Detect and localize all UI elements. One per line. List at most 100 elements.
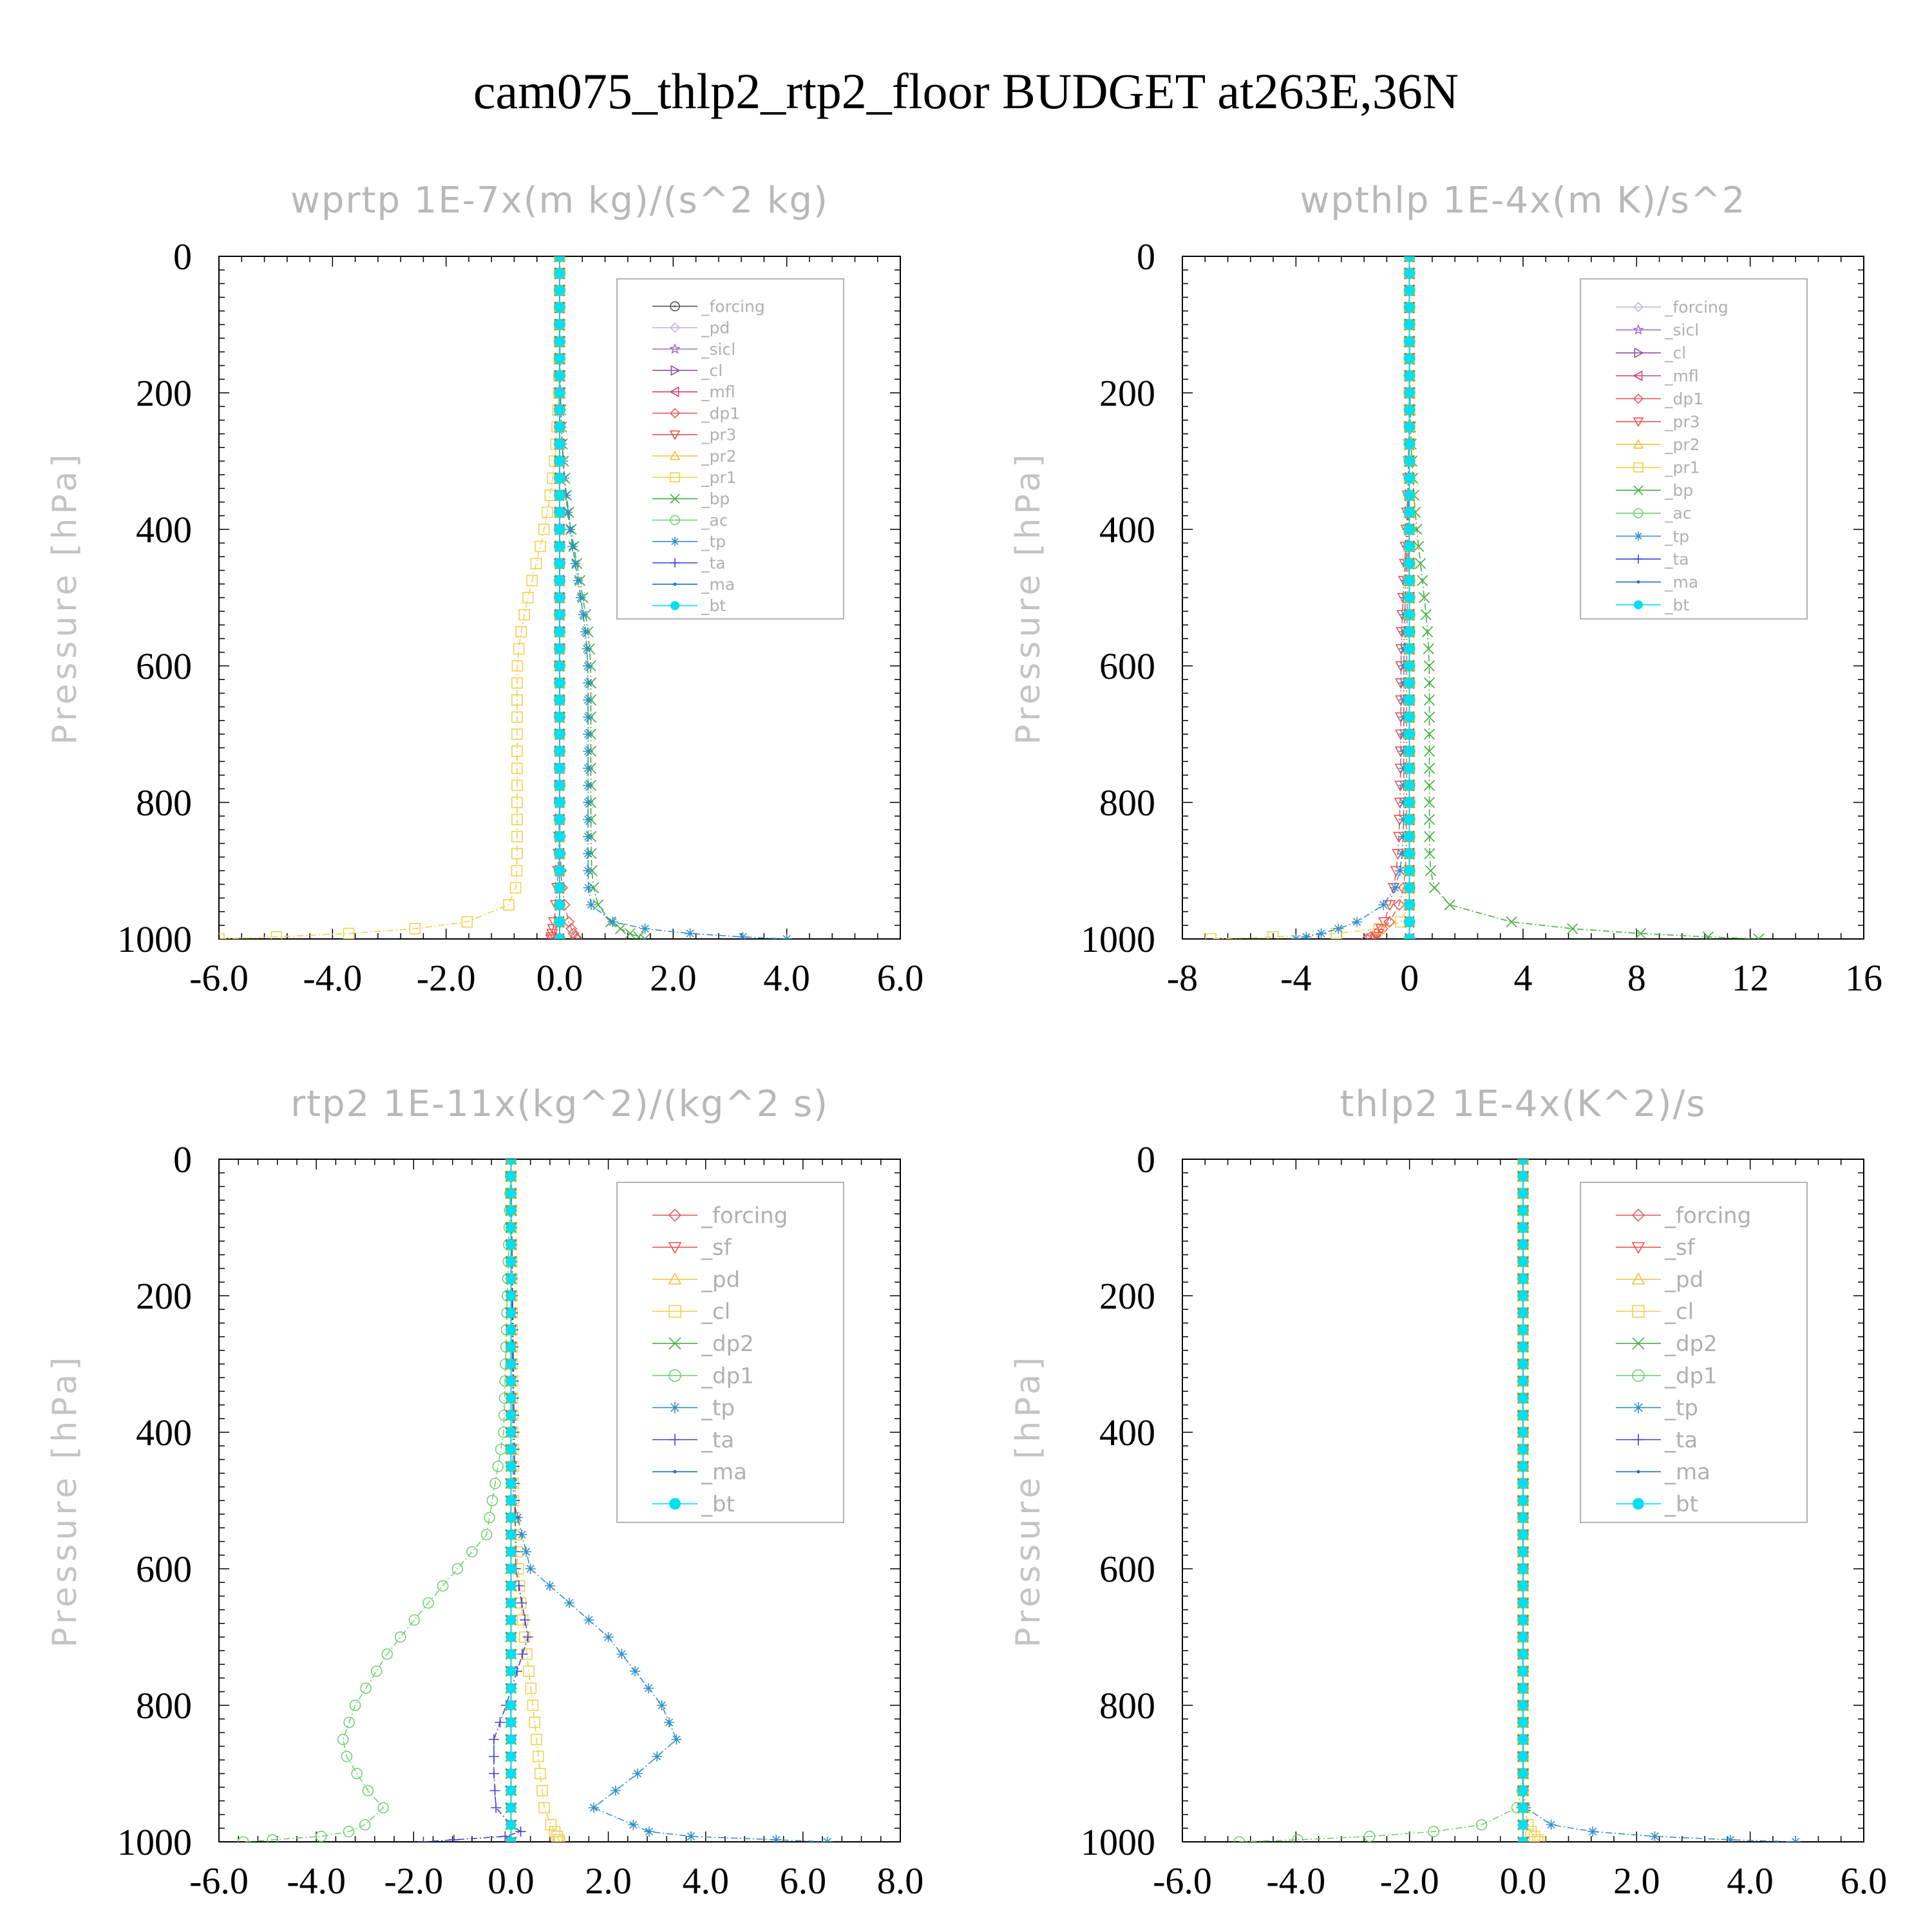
series-tp-point xyxy=(583,763,594,773)
series-bt-point xyxy=(1404,763,1415,773)
series-bp-point xyxy=(614,923,627,934)
series-bt-point xyxy=(1404,831,1415,842)
series-bp-point xyxy=(1423,797,1435,808)
series-bt-point xyxy=(1404,592,1415,603)
series-bt-point xyxy=(1404,336,1415,347)
legend-item: _mfl xyxy=(652,383,735,401)
series-layer xyxy=(237,1159,833,1842)
series-bt-point xyxy=(1404,388,1415,398)
series-pr1-point xyxy=(509,882,522,894)
legend-marker xyxy=(1633,485,1643,495)
legend-marker xyxy=(673,1470,677,1473)
series-dp1-point xyxy=(1292,1834,1303,1842)
series-bt-point xyxy=(506,1803,516,1813)
series-dp1-point xyxy=(484,1511,495,1524)
series-cl-point xyxy=(545,1819,557,1831)
series-bt-point xyxy=(1518,1444,1528,1455)
series-dp1-point xyxy=(480,1529,493,1540)
series-dp1-point xyxy=(437,1580,449,1592)
series-bt-point xyxy=(506,1683,516,1694)
x-tick-label: 0.0 xyxy=(536,957,583,999)
series-tp-point xyxy=(632,1768,643,1779)
series-tp-point xyxy=(573,575,583,586)
series-dp1-point xyxy=(1383,916,1396,928)
series-bt-point xyxy=(506,1393,516,1403)
series-bt-point xyxy=(554,422,565,432)
legend-label: _ac xyxy=(701,511,728,529)
legend-label: _tp xyxy=(701,1396,735,1421)
legend-item: _pd xyxy=(652,319,730,337)
series-bt-point xyxy=(1518,1683,1528,1694)
series-bp-point xyxy=(1444,899,1455,911)
y-tick-label: 0 xyxy=(173,236,192,278)
legend-label: _dp2 xyxy=(1664,1331,1718,1357)
legend-item: _mfl xyxy=(1616,366,1699,385)
series-dp1-point xyxy=(1361,933,1373,939)
legend-label: _sf xyxy=(1664,1235,1696,1261)
legend-marker xyxy=(668,1337,681,1350)
series-pr1 xyxy=(219,256,565,939)
series-dp1-point xyxy=(343,1826,355,1837)
series-pr1-point xyxy=(409,923,421,934)
series-bt-point xyxy=(506,1427,516,1437)
legend-marker xyxy=(1634,347,1644,359)
series-bt-point xyxy=(554,763,565,773)
series-pr1-point xyxy=(1267,931,1279,939)
series-layer xyxy=(219,256,792,939)
series-bt-point xyxy=(1518,1256,1528,1267)
series-tp-point xyxy=(1333,923,1344,934)
series-tp-point xyxy=(607,916,618,927)
series-dp1-point xyxy=(489,1477,501,1490)
x-tick-label: 0 xyxy=(1400,957,1419,999)
legend-marker xyxy=(669,430,681,440)
series-bt-point xyxy=(1404,558,1415,569)
series-bt-point xyxy=(1518,1222,1528,1233)
series-bt-point xyxy=(506,1205,516,1216)
y-tick-label: 400 xyxy=(136,509,192,551)
series-dp1-point xyxy=(1363,1830,1376,1842)
series-pr1-point xyxy=(503,899,515,911)
series-bp-point xyxy=(1423,813,1435,826)
x-tick-label: 6.0 xyxy=(780,1860,827,1902)
legend-item: _bt xyxy=(652,1492,735,1517)
x-tick-label: -6.0 xyxy=(189,957,249,999)
series-bt-point xyxy=(554,404,565,415)
series-bt-point xyxy=(554,319,565,330)
series-bt-point xyxy=(1518,1307,1528,1318)
series-tp-point xyxy=(643,1826,654,1837)
series-bt-point xyxy=(506,1768,516,1779)
legend-label: _cl xyxy=(1664,1299,1694,1325)
series-bp-point xyxy=(1423,660,1435,672)
series-dp1-point xyxy=(351,1768,363,1779)
legend-marker xyxy=(669,1401,681,1414)
legend-label: _dp1 xyxy=(701,1363,754,1389)
series-bt-point xyxy=(506,1598,516,1608)
series-bt-point xyxy=(554,354,565,364)
series-dp1-line xyxy=(243,1159,512,1842)
legend-marker xyxy=(1631,1208,1645,1222)
x-tick-label: 8.0 xyxy=(877,1860,924,1902)
series-tp-line xyxy=(1296,256,1410,939)
series-dp1 xyxy=(1233,1159,1529,1842)
legend-label: _forcing xyxy=(701,1203,788,1229)
legend-item: _bp xyxy=(652,489,730,508)
y-tick-label: 200 xyxy=(1099,1275,1155,1317)
legend-label: _cl xyxy=(1664,344,1686,363)
series-bt-point xyxy=(554,848,565,859)
series-tp-point xyxy=(564,1598,575,1608)
series-layer xyxy=(1205,256,1765,939)
series-bt-point xyxy=(1404,609,1415,620)
series-pr3-point xyxy=(546,929,558,939)
series-bt-point xyxy=(506,1273,516,1284)
series-bp-point xyxy=(1634,927,1646,939)
series-bp-point xyxy=(1417,574,1428,587)
series-tp-point xyxy=(583,780,594,791)
series-tp-point xyxy=(664,1717,675,1728)
series-bt-point xyxy=(506,1376,516,1387)
y-tick-label: 1000 xyxy=(117,918,192,960)
legend-label: _ta xyxy=(701,1427,734,1453)
series-tp-point xyxy=(567,541,578,552)
series-tp-point xyxy=(685,928,696,939)
series-tp-point xyxy=(686,1831,697,1842)
series-bt-point xyxy=(1404,302,1415,313)
